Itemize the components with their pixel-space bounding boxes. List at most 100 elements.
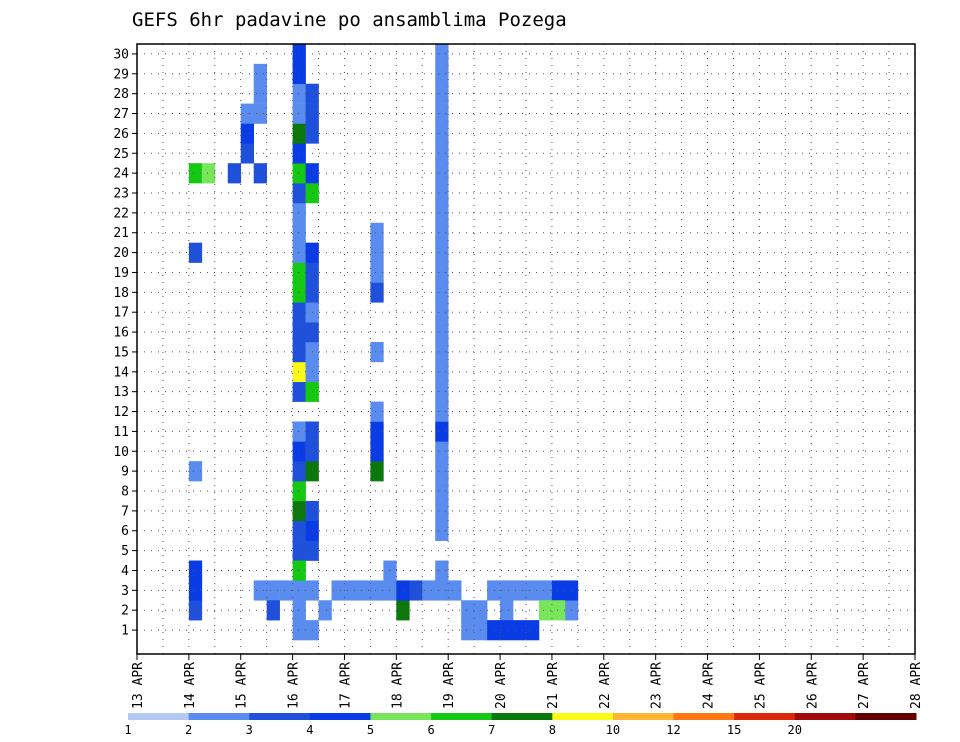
colorbar-swatch — [309, 713, 371, 720]
y-tick-label: 12 — [113, 405, 129, 420]
heatmap-cell — [461, 600, 475, 621]
heatmap-cell — [266, 600, 280, 621]
heatmap-cell — [500, 580, 514, 601]
heatmap-cell — [396, 580, 410, 601]
heatmap-cell — [292, 103, 306, 124]
heatmap-cell — [253, 83, 267, 104]
heatmap-cell — [292, 83, 306, 104]
heatmap-cell — [435, 580, 449, 601]
heatmap-cell — [292, 620, 306, 641]
heatmap-cell — [435, 282, 449, 303]
x-tick-label: 15 APR — [235, 662, 250, 709]
heatmap-cell — [422, 580, 436, 601]
heatmap-cell — [370, 580, 384, 601]
heatmap-cell — [435, 163, 449, 184]
colorbar-swatch — [128, 713, 190, 720]
heatmap-cell — [435, 361, 449, 383]
y-tick-label: 21 — [113, 226, 129, 241]
heatmap-cell — [292, 560, 306, 581]
heatmap-cell — [435, 481, 449, 502]
y-axis: 1234567891011121314151617181920212223242… — [113, 47, 137, 639]
heatmap-cell — [435, 83, 449, 104]
heatmap-cell — [292, 63, 306, 85]
heatmap-cell — [292, 123, 306, 144]
heatmap-cell — [370, 262, 384, 283]
heatmap-cell — [435, 183, 449, 204]
heatmap-cell — [318, 600, 332, 621]
heatmap-cell — [370, 421, 384, 442]
heatmap-cell — [292, 143, 306, 164]
heatmap-cell — [435, 461, 449, 482]
y-tick-label: 20 — [113, 246, 129, 261]
heatmap-cell — [292, 441, 306, 462]
heatmap-cell — [370, 242, 384, 263]
heatmap-cell — [188, 242, 203, 263]
colorbar-swatch — [673, 713, 735, 720]
heatmap-cell — [240, 123, 254, 144]
colorbar-label: 5 — [367, 723, 374, 737]
x-tick-label: 17 APR — [338, 662, 353, 709]
heatmap-cell — [370, 441, 384, 462]
heatmap-cell — [370, 342, 384, 363]
heatmap-cell — [526, 580, 540, 601]
heatmap-cell — [253, 163, 267, 184]
colorbar-swatch — [734, 713, 796, 720]
y-tick-label: 16 — [113, 326, 129, 341]
heatmap-cell — [435, 202, 449, 224]
y-tick-label: 7 — [121, 504, 129, 519]
heatmap-cell — [292, 242, 306, 263]
heatmap-cell — [253, 103, 267, 124]
heatmap-cell — [188, 163, 203, 184]
heatmap-cell — [435, 381, 449, 402]
heatmap-cell — [292, 163, 306, 184]
heatmap-cell — [448, 580, 462, 601]
heatmap-cell — [513, 580, 527, 601]
colorbar-label: 20 — [788, 723, 802, 737]
y-tick-label: 1 — [121, 624, 129, 639]
heatmap-cell — [500, 600, 514, 621]
heatmap-cell — [292, 481, 306, 502]
heatmap-cell — [500, 620, 514, 641]
y-tick-label: 27 — [113, 107, 129, 122]
heatmap-cell — [435, 44, 449, 65]
heatmap-cell — [435, 242, 449, 263]
heatmap-cell — [292, 282, 306, 303]
y-tick-label: 13 — [113, 385, 129, 400]
heatmap-cell — [435, 560, 449, 581]
heatmap-cell — [292, 262, 306, 283]
heatmap-cell — [435, 520, 449, 541]
colorbar-swatch — [370, 713, 432, 720]
y-tick-label: 25 — [113, 147, 129, 162]
colorbar-label: 8 — [549, 723, 556, 737]
colorbar-swatch — [855, 713, 917, 720]
heatmap-cell — [435, 322, 449, 343]
y-tick-label: 10 — [113, 445, 129, 460]
x-tick-label: 22 APR — [598, 662, 613, 709]
heatmap-cell — [292, 342, 306, 363]
heatmap-cell — [435, 262, 449, 283]
y-tick-label: 9 — [121, 465, 129, 480]
heatmap-cell — [487, 620, 501, 641]
heatmap-cell — [292, 381, 306, 402]
heatmap-cell — [292, 540, 306, 561]
y-tick-label: 19 — [113, 266, 129, 281]
heatmap-cell — [396, 600, 410, 621]
y-tick-label: 22 — [113, 206, 129, 221]
colorbar-swatch — [552, 713, 614, 720]
heatmap-cell — [435, 500, 449, 522]
heatmap-cell — [292, 44, 306, 65]
y-tick-label: 17 — [113, 306, 129, 321]
heatmap-cell — [538, 580, 553, 601]
heatmap-cell — [292, 222, 306, 243]
heatmap-cell — [357, 580, 371, 601]
x-tick-label: 23 APR — [650, 662, 665, 709]
heatmap-cell — [551, 600, 566, 621]
heatmap-cell — [292, 202, 306, 224]
heatmap-cell — [370, 282, 384, 303]
heatmap-cell — [253, 580, 267, 601]
x-tick-label: 21 APR — [546, 662, 561, 709]
heatmap-cell — [538, 600, 553, 621]
chart-title: GEFS 6hr padavine po ansamblima Pozega — [132, 9, 567, 31]
heatmap-cell — [435, 421, 449, 442]
y-tick-label: 6 — [121, 524, 129, 539]
